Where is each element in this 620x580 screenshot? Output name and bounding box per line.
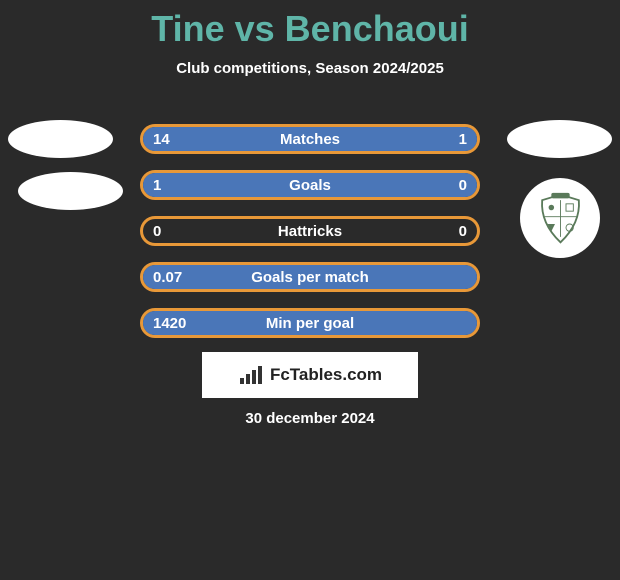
stat-row-goals: 1 Goals 0 xyxy=(140,170,480,200)
stat-value-right: 0 xyxy=(459,177,467,194)
subtitle: Club competitions, Season 2024/2025 xyxy=(0,60,620,77)
chart-icon xyxy=(238,364,266,386)
stat-value-right: 0 xyxy=(459,223,467,240)
stat-label: Goals xyxy=(143,177,477,194)
stats-container: 14 Matches 1 1 Goals 0 0 Hattricks 0 0.0… xyxy=(140,124,480,354)
stat-label: Goals per match xyxy=(143,269,477,286)
team-logo-right-1 xyxy=(507,120,612,158)
stat-label: Min per goal xyxy=(143,315,477,332)
stat-row-matches: 14 Matches 1 xyxy=(140,124,480,154)
crest-icon xyxy=(533,191,588,246)
stat-label: Hattricks xyxy=(143,223,477,240)
stat-row-gpm: 0.07 Goals per match xyxy=(140,262,480,292)
brand-text: FcTables.com xyxy=(270,365,382,385)
stat-row-mpg: 1420 Min per goal xyxy=(140,308,480,338)
stat-value-right: 1 xyxy=(459,131,467,148)
stat-row-hattricks: 0 Hattricks 0 xyxy=(140,216,480,246)
date-text: 30 december 2024 xyxy=(0,410,620,427)
team-logo-right-2 xyxy=(520,178,600,258)
page-title: Tine vs Benchaoui xyxy=(0,0,620,50)
team-logo-left-2 xyxy=(18,172,123,210)
team-logo-left-1 xyxy=(8,120,113,158)
brand-box[interactable]: FcTables.com xyxy=(202,352,418,398)
stat-label: Matches xyxy=(143,131,477,148)
